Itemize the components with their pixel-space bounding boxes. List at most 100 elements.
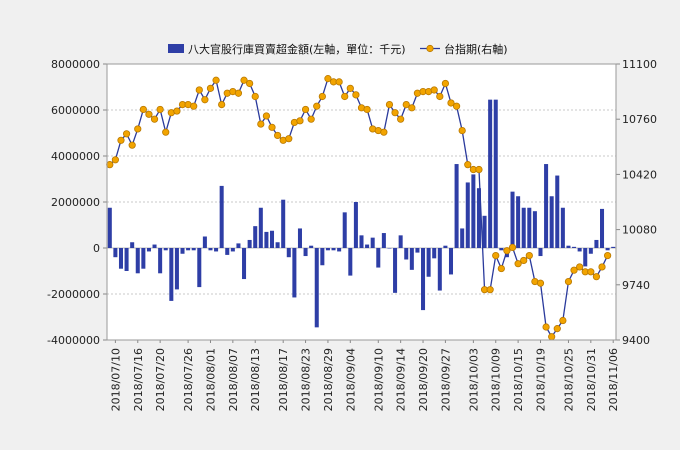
y-left-tick-label: -2000000 <box>47 288 100 301</box>
line-point <box>385 100 394 109</box>
x-tick-label: 2018/10/15 <box>512 348 525 411</box>
bar <box>572 246 577 248</box>
bar <box>309 245 314 248</box>
bar <box>443 245 448 248</box>
bar <box>197 248 202 288</box>
bar <box>253 226 258 248</box>
line-point <box>408 104 416 112</box>
x-axis: 2018/07/10 2018/07/16 2018/07/20 2018/07/26… <box>109 340 620 411</box>
x-tick-label: 2018/09/20 <box>417 348 430 411</box>
line-point <box>246 79 254 88</box>
x-tick-label: 2018/07/16 <box>132 348 145 411</box>
bar <box>348 248 353 276</box>
line-markers <box>106 75 612 341</box>
line-point <box>234 89 243 97</box>
bar <box>320 248 325 266</box>
line-point <box>380 128 388 136</box>
bar <box>393 248 398 293</box>
bar <box>421 248 426 311</box>
line-point <box>156 105 164 114</box>
bar <box>337 248 342 252</box>
line-point <box>324 75 332 83</box>
line-point <box>458 126 466 135</box>
line-point <box>313 102 321 110</box>
line-point <box>201 96 209 104</box>
bar <box>577 248 582 252</box>
legend-bar-swatch <box>168 44 184 53</box>
bar <box>549 196 554 248</box>
bar <box>415 248 420 253</box>
bar <box>370 237 375 248</box>
line-point <box>447 99 455 107</box>
bar <box>152 244 157 248</box>
line-point <box>128 141 136 149</box>
line-point <box>218 100 226 109</box>
bar <box>269 230 275 248</box>
line-point <box>564 277 573 286</box>
x-tick-label: 2018/08/29 <box>322 348 335 411</box>
bar <box>297 228 302 248</box>
bar <box>510 191 515 248</box>
bar <box>247 239 252 248</box>
bar <box>264 231 269 248</box>
bar <box>387 248 392 249</box>
line-point <box>145 110 153 118</box>
legend-bar-label: 八大官股行庫買賣超金額(左軸，單位：千元) <box>188 42 406 56</box>
line-point <box>503 247 511 255</box>
legend-line-label: 台指期(右軸) <box>444 42 508 56</box>
bar <box>594 239 599 248</box>
bar <box>398 235 403 248</box>
bar <box>404 248 409 260</box>
line-point <box>604 251 612 260</box>
line-point <box>441 79 450 88</box>
plot-border <box>106 63 617 341</box>
bar <box>611 246 616 248</box>
bar <box>426 248 431 277</box>
x-tick-label: 2018/10/09 <box>490 348 503 411</box>
bar <box>409 248 414 270</box>
line-point <box>464 161 472 169</box>
bar <box>174 248 179 290</box>
bar <box>381 233 386 248</box>
bar <box>286 248 291 258</box>
bar <box>331 248 336 251</box>
bar <box>583 248 588 267</box>
line-point <box>296 117 304 125</box>
bar <box>281 199 286 248</box>
line-point <box>486 286 494 294</box>
line-point <box>301 105 310 114</box>
y-left-tick-label: 8000000 <box>51 58 100 71</box>
y-left-tick-label: -4000000 <box>47 334 100 347</box>
y-left-tick-label: 4000000 <box>51 150 100 163</box>
line-point <box>430 86 438 94</box>
y-right-tick-label: 10760 <box>622 113 657 126</box>
x-tick-label: 2018/07/20 <box>154 348 167 411</box>
x-tick-label: 2018/09/14 <box>395 348 408 411</box>
bar <box>236 243 241 248</box>
bar <box>353 202 358 248</box>
bar <box>493 99 498 249</box>
line-point <box>273 131 282 140</box>
bar <box>180 248 185 254</box>
bar <box>605 248 610 251</box>
y-axis-right: 9400 9740 10080 10420 10760 11100 <box>616 58 657 347</box>
line-point <box>240 76 248 84</box>
bar <box>314 248 319 328</box>
line-point <box>497 264 505 273</box>
y-right-tick-label: 9400 <box>622 334 650 347</box>
line-point <box>542 323 550 331</box>
line-point <box>397 115 405 123</box>
x-tick-label: 2018/10/19 <box>534 348 547 411</box>
line-point <box>106 161 114 169</box>
bar <box>118 248 123 269</box>
x-tick-label: 2018/08/23 <box>300 348 313 411</box>
y-right-tick-label: 11100 <box>622 58 657 71</box>
y-axis-left: -4000000 -2000000 0 2000000 4000000 6000000 80… <box>47 58 107 347</box>
bar <box>219 185 224 248</box>
line-point <box>576 263 584 271</box>
line-point <box>402 100 410 109</box>
y-left-tick-label: 2000000 <box>51 196 100 209</box>
line-point <box>520 256 528 265</box>
bar <box>303 248 308 257</box>
